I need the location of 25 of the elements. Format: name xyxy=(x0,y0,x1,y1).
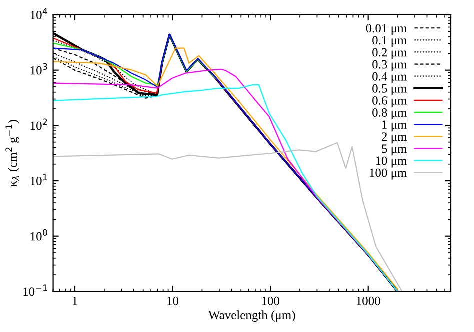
x-tick-label: 1000 xyxy=(356,296,380,306)
legend-label: 0.2 μm xyxy=(372,48,408,60)
y-tick-label: 10$^{4}$ xyxy=(30,8,48,20)
y-axis-title: κ$_{λ}$ (cm$^{2}$ g$^{−1}$) xyxy=(6,120,20,187)
legend-label: 1 μm xyxy=(382,120,408,132)
legend-label: 0.5 μm xyxy=(372,84,408,96)
legend-label: 0.8 μm xyxy=(372,108,408,120)
legend-label: 5 μm xyxy=(382,144,408,156)
x-tick-label: 10 xyxy=(168,296,179,306)
legend-label: 0.3 μm xyxy=(372,60,408,72)
y-tick-label: 10$^{0}$ xyxy=(30,229,48,241)
y-tick-label: 10$^{3}$ xyxy=(30,63,48,75)
x-tick-label: 100 xyxy=(262,296,280,306)
x-axis-title: Wavelength (μm) xyxy=(208,310,296,322)
legend-label: 2 μm xyxy=(382,132,408,144)
x-tick-label: 1 xyxy=(72,296,78,306)
y-tick-label: 10$^{−1}$ xyxy=(24,284,48,296)
y-tick-label: 10$^{2}$ xyxy=(30,118,48,130)
legend-label: 10 μm xyxy=(376,156,408,168)
legend-label: 100 μm xyxy=(370,168,408,180)
y-tick-label: 10$^{1}$ xyxy=(30,174,48,186)
legend-label: 0.6 μm xyxy=(372,96,408,108)
legend-label: 0.4 μm xyxy=(372,72,408,84)
legend-label: 0.01 μm xyxy=(366,24,408,36)
legend-label: 0.1 μm xyxy=(372,36,408,48)
